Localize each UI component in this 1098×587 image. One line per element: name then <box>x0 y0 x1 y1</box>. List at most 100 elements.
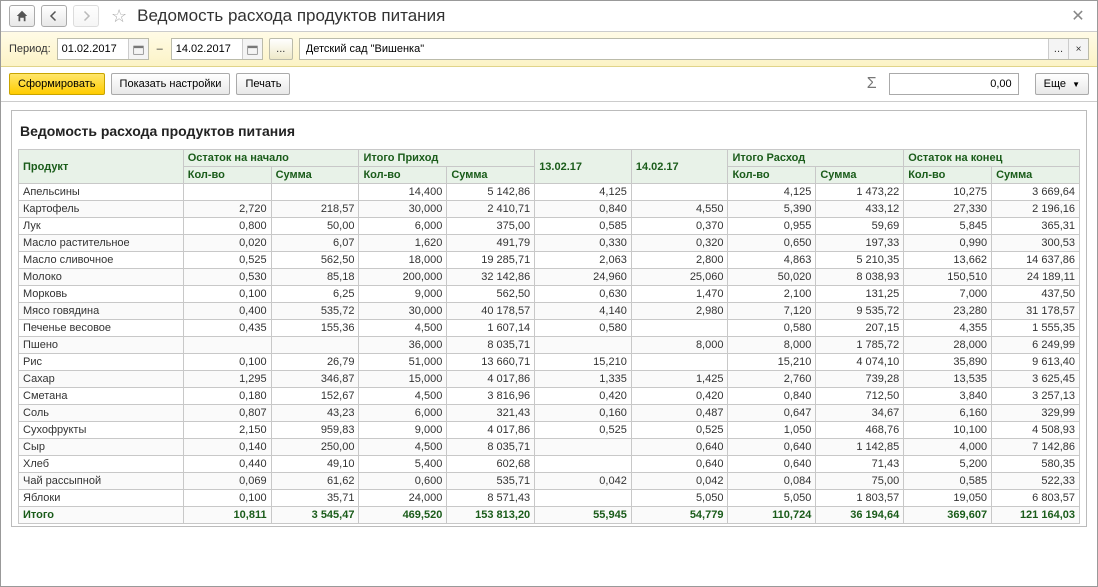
home-button[interactable] <box>9 5 35 27</box>
show-settings-button[interactable]: Показать настройки <box>111 73 231 95</box>
table-row[interactable]: Пшено36,0008 035,718,0008,0001 785,7228,… <box>19 337 1080 354</box>
sigma-icon: Σ <box>867 75 877 93</box>
table-row[interactable]: Хлеб0,44049,105,400602,680,6400,64071,43… <box>19 456 1080 473</box>
cell: 3,840 <box>904 388 992 405</box>
period-picker-button[interactable]: ... <box>269 38 293 60</box>
cell: 1 803,57 <box>816 490 904 507</box>
cell: 13,662 <box>904 252 992 269</box>
cell: 50,020 <box>728 269 816 286</box>
cell: 1 555,35 <box>992 320 1080 337</box>
org-field[interactable]: ... × <box>299 38 1089 60</box>
cell: 9 535,72 <box>816 303 904 320</box>
cell <box>535 439 632 456</box>
date-from-field[interactable] <box>57 38 149 60</box>
cell: 0,640 <box>728 439 816 456</box>
cell: 2,800 <box>631 252 728 269</box>
table-row[interactable]: Чай рассыпной0,06961,620,600535,710,0420… <box>19 473 1080 490</box>
org-input[interactable] <box>300 41 1048 57</box>
table-row[interactable]: Картофель2,720218,5730,0002 410,710,8404… <box>19 201 1080 218</box>
run-report-button[interactable]: Сформировать <box>9 73 105 95</box>
more-button[interactable]: Еще ▼ <box>1035 73 1089 95</box>
cell: Сметана <box>19 388 184 405</box>
cell: 0,955 <box>728 218 816 235</box>
cell: 0,525 <box>631 422 728 439</box>
cell: 739,28 <box>816 371 904 388</box>
table-row[interactable]: Сыр0,140250,004,5008 035,710,6400,6401 1… <box>19 439 1080 456</box>
table-row[interactable]: Яблоки0,10035,7124,0008 571,435,0505,050… <box>19 490 1080 507</box>
cell <box>631 354 728 371</box>
cell: 27,330 <box>904 201 992 218</box>
date-to-field[interactable] <box>171 38 263 60</box>
org-select-button[interactable]: ... <box>1048 39 1068 59</box>
cell: 155,36 <box>271 320 359 337</box>
cell: 0,020 <box>183 235 271 252</box>
print-button[interactable]: Печать <box>236 73 290 95</box>
cell: Чай рассыпной <box>19 473 184 490</box>
cell: 469,520 <box>359 507 447 524</box>
cell: 369,607 <box>904 507 992 524</box>
cell: 580,35 <box>992 456 1080 473</box>
cell: 3 625,45 <box>992 371 1080 388</box>
table-row[interactable]: Апельсины14,4005 142,864,1254,1251 473,2… <box>19 184 1080 201</box>
cell: 0,640 <box>631 456 728 473</box>
col-start: Остаток на начало <box>183 150 359 167</box>
cell: 0,585 <box>904 473 992 490</box>
cell: 23,280 <box>904 303 992 320</box>
sum-field[interactable] <box>889 73 1019 95</box>
cell: 468,76 <box>816 422 904 439</box>
cell: 152,67 <box>271 388 359 405</box>
cell: 31 178,57 <box>992 303 1080 320</box>
cell: Масло растительное <box>19 235 184 252</box>
date-from-input[interactable] <box>58 41 128 57</box>
cell: 535,71 <box>447 473 535 490</box>
cell: Мясо говядина <box>19 303 184 320</box>
report-area[interactable]: Ведомость расхода продуктов питания Прод… <box>1 102 1097 586</box>
cell: 15,210 <box>728 354 816 371</box>
table-row[interactable]: Лук0,80050,006,000375,000,5850,3700,9555… <box>19 218 1080 235</box>
cell: 0,100 <box>183 490 271 507</box>
cell <box>535 337 632 354</box>
table-row[interactable]: Сметана0,180152,674,5003 816,960,4200,42… <box>19 388 1080 405</box>
cell: Итого <box>19 507 184 524</box>
cell: 18,000 <box>359 252 447 269</box>
cell: 8 035,71 <box>447 439 535 456</box>
close-button[interactable]: ✕ <box>1067 5 1089 27</box>
table-row[interactable]: Масло сливочное0,525562,5018,00019 285,7… <box>19 252 1080 269</box>
cell: 562,50 <box>447 286 535 303</box>
table-row[interactable]: Сухофрукты2,150959,839,0004 017,860,5250… <box>19 422 1080 439</box>
col-start-sum: Сумма <box>271 167 359 184</box>
cell: 28,000 <box>904 337 992 354</box>
cell: 0,650 <box>728 235 816 252</box>
cell: 2 196,16 <box>992 201 1080 218</box>
cell: 36 194,64 <box>816 507 904 524</box>
cell: 4,355 <box>904 320 992 337</box>
cell <box>535 456 632 473</box>
table-row[interactable]: Масло растительное0,0206,071,620491,790,… <box>19 235 1080 252</box>
date-to-input[interactable] <box>172 41 242 57</box>
calendar-icon[interactable] <box>128 39 148 59</box>
table-row[interactable]: Печенье весовое0,435155,364,5001 607,140… <box>19 320 1080 337</box>
cell: 0,647 <box>728 405 816 422</box>
cell: 6,000 <box>359 218 447 235</box>
cell: 0,640 <box>631 439 728 456</box>
table-row[interactable]: Сахар1,295346,8715,0004 017,861,3351,425… <box>19 371 1080 388</box>
table-row[interactable]: Морковь0,1006,259,000562,500,6301,4702,1… <box>19 286 1080 303</box>
action-toolbar: Сформировать Показать настройки Печать Σ… <box>1 67 1097 102</box>
col-start-qty: Кол-во <box>183 167 271 184</box>
favorite-star-icon[interactable]: ☆ <box>111 6 127 27</box>
cell <box>183 184 271 201</box>
cell: Масло сливочное <box>19 252 184 269</box>
cell: 0,100 <box>183 354 271 371</box>
table-row[interactable]: Молоко0,53085,18200,00032 142,8624,96025… <box>19 269 1080 286</box>
cell: 150,510 <box>904 269 992 286</box>
report-wrap: Ведомость расхода продуктов питания Прод… <box>11 110 1087 527</box>
table-row[interactable]: Рис0,10026,7951,00013 660,7115,21015,210… <box>19 354 1080 371</box>
calendar-icon[interactable] <box>242 39 262 59</box>
back-button[interactable] <box>41 5 67 27</box>
table-row[interactable]: Мясо говядина0,400535,7230,00040 178,574… <box>19 303 1080 320</box>
table-row[interactable]: Соль0,80743,236,000321,430,1600,4870,647… <box>19 405 1080 422</box>
cell: 1,620 <box>359 235 447 252</box>
cell: 1 142,85 <box>816 439 904 456</box>
org-clear-button[interactable]: × <box>1068 39 1088 59</box>
cell: 6,000 <box>359 405 447 422</box>
